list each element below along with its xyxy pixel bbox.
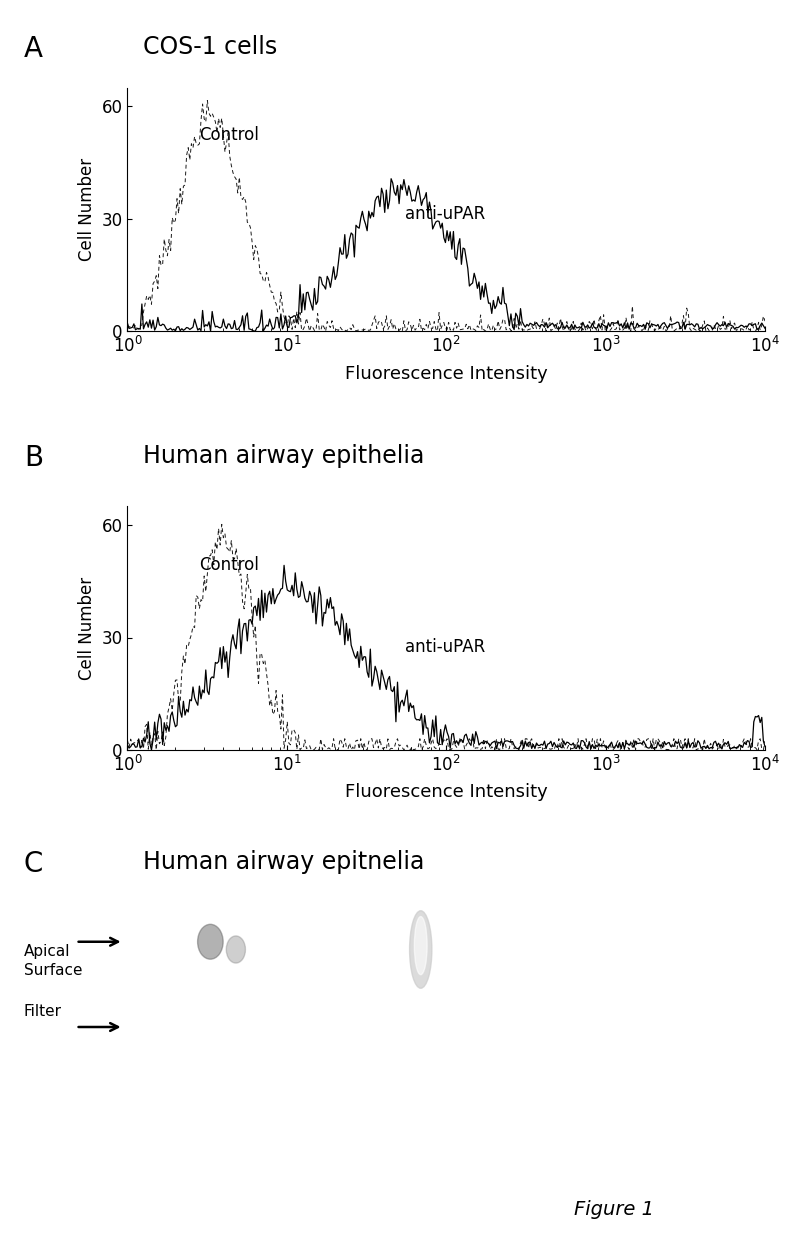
Text: anti-uPAR: anti-uPAR bbox=[404, 205, 485, 222]
Text: Human airway epitnelia: Human airway epitnelia bbox=[143, 850, 424, 874]
Ellipse shape bbox=[409, 911, 431, 989]
Text: COS-1 cells: COS-1 cells bbox=[143, 35, 277, 59]
Ellipse shape bbox=[197, 924, 223, 959]
Ellipse shape bbox=[414, 916, 427, 975]
Text: Figure 1: Figure 1 bbox=[573, 1200, 653, 1219]
Y-axis label: Cell Number: Cell Number bbox=[78, 576, 96, 680]
Text: anti-uPAR: anti-uPAR bbox=[404, 639, 485, 656]
Text: B: B bbox=[24, 444, 43, 471]
Text: C: C bbox=[24, 850, 43, 878]
Text: Filter: Filter bbox=[24, 1005, 62, 1020]
Text: Control: Control bbox=[198, 556, 259, 574]
Text: 25  μm: 25 μm bbox=[611, 895, 670, 910]
Text: A: A bbox=[24, 35, 43, 62]
Y-axis label: Cell Number: Cell Number bbox=[78, 158, 96, 261]
Text: Apical
Surface: Apical Surface bbox=[24, 944, 82, 978]
X-axis label: Fluorescence Intensity: Fluorescence Intensity bbox=[345, 365, 547, 382]
Text: Control: Control bbox=[198, 126, 259, 144]
Ellipse shape bbox=[226, 936, 245, 962]
X-axis label: Fluorescence Intensity: Fluorescence Intensity bbox=[345, 784, 547, 801]
Text: Human airway epithelia: Human airway epithelia bbox=[143, 444, 424, 468]
